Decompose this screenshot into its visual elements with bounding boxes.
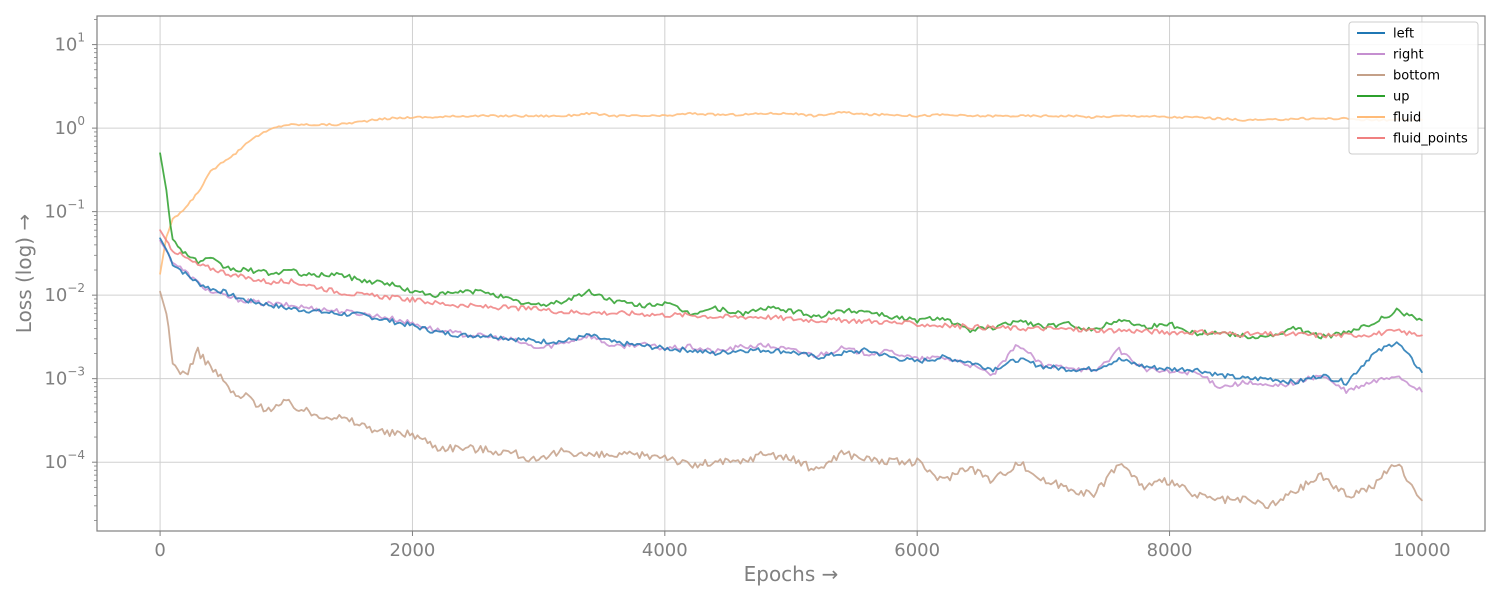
- legend-label-fluid: fluid: [1393, 111, 1421, 126]
- y-axis-ticks: 10−4 10−3 10−2 10−1 100 101: [44, 19, 97, 521]
- x-tick-label: 0: [154, 540, 165, 561]
- series-line-fluid: [159, 110, 1423, 275]
- series-line-up: [159, 152, 1423, 340]
- y-tick-label: 10−3: [44, 365, 85, 390]
- x-axis-ticks: 0 2000 4000 6000 8000 10000: [154, 531, 1451, 561]
- series-line-left: [159, 237, 1423, 386]
- legend-label-left: left: [1393, 27, 1414, 42]
- legend: left right bottom up fluid fluid_points: [1348, 21, 1479, 155]
- series-line-right: [159, 239, 1423, 395]
- legend-label-right: right: [1393, 48, 1424, 63]
- series-line-fluid-points: [159, 229, 1423, 339]
- x-axis-label: Epochs →: [744, 562, 839, 586]
- legend-label-fluid-points: fluid_points: [1393, 132, 1468, 147]
- series-line-bottom: [159, 290, 1423, 510]
- legend-label-bottom: bottom: [1393, 69, 1440, 84]
- plot-frame: [96, 15, 1486, 532]
- x-tick-label: 6000: [894, 540, 940, 561]
- series-lines: [159, 110, 1423, 510]
- grid: [97, 16, 1485, 531]
- y-tick-label: 10−2: [44, 281, 85, 306]
- x-tick-label: 8000: [1147, 540, 1193, 561]
- x-tick-label: 10000: [1393, 540, 1450, 561]
- y-tick-label: 10−1: [44, 198, 85, 223]
- legend-label-up: up: [1393, 90, 1410, 105]
- x-tick-label: 2000: [390, 540, 436, 561]
- y-tick-label: 10−4: [44, 448, 85, 473]
- y-tick-label: 101: [54, 31, 85, 56]
- y-tick-label: 100: [54, 114, 85, 139]
- y-axis-label: Loss (log) →: [12, 214, 36, 333]
- x-tick-label: 4000: [642, 540, 688, 561]
